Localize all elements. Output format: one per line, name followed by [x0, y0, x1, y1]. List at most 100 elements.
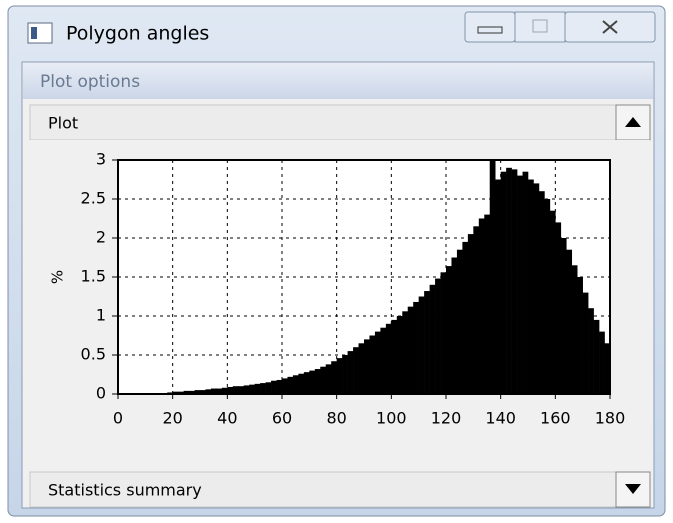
histogram-bar [353, 347, 359, 394]
histogram-bar [429, 284, 436, 394]
histogram-bar [555, 222, 562, 394]
histogram-bar [282, 378, 288, 394]
histogram-bar [560, 238, 567, 394]
section-title: Plot [48, 114, 78, 133]
histogram-bar [396, 316, 403, 394]
histogram-bar [391, 319, 398, 394]
histogram-bar [254, 383, 261, 394]
window-icon-part [31, 27, 37, 39]
histogram-bar [183, 390, 190, 394]
histogram-bar [407, 306, 414, 394]
histogram-bar [358, 343, 365, 394]
up-arrow [625, 117, 641, 127]
window-title: Polygon angles [66, 23, 209, 45]
section-title: Statistics summary [48, 481, 202, 500]
x-tick-label: 140 [485, 409, 516, 428]
histogram-bar [582, 292, 589, 394]
histogram-bar [599, 331, 605, 394]
close-icon [602, 20, 618, 34]
histogram-bar [478, 218, 485, 394]
histogram-bar [424, 291, 430, 394]
histogram-bar [571, 265, 578, 394]
histogram-bar [243, 385, 250, 394]
histogram-bar [276, 379, 283, 394]
histogram-bar [533, 183, 540, 394]
histogram-bar [342, 355, 348, 394]
histogram-bar [538, 191, 545, 394]
histogram-bar [374, 331, 381, 394]
histogram-bar [271, 380, 277, 394]
histogram-bar [500, 171, 507, 394]
histogram-bar [210, 388, 217, 394]
histogram-bar [205, 389, 212, 394]
x-tick-label: 160 [540, 409, 571, 428]
x-tick-label: 80 [326, 409, 346, 428]
histogram-bar [473, 226, 480, 394]
histogram-bar [172, 391, 179, 394]
x-tick-label: 100 [376, 409, 407, 428]
histogram-bar [309, 370, 316, 394]
histogram-bar [303, 372, 310, 394]
maximize-icon [532, 19, 548, 33]
y-tick-label: 1 [96, 306, 106, 325]
histogram-bar [380, 327, 387, 394]
minimize-icon [477, 26, 503, 34]
histogram-bar [467, 234, 474, 394]
x-tick-label: 40 [217, 409, 237, 428]
histogram-bar [249, 384, 255, 394]
histogram-bar [506, 167, 512, 394]
histogram-bar [265, 382, 272, 394]
histogram-bar [528, 179, 534, 394]
y-tick-label: 2 [96, 228, 106, 247]
y-tick-label: 3 [96, 150, 106, 169]
section-header[interactable] [29, 104, 617, 141]
histogram-bar [604, 343, 611, 394]
x-tick-label: 60 [272, 409, 292, 428]
histogram-bar [336, 358, 343, 394]
histogram-bar [194, 390, 201, 394]
histogram-bar [227, 386, 234, 394]
panel-title: Plot options [40, 72, 140, 92]
x-tick-label: 120 [431, 409, 462, 428]
down-arrow [625, 484, 641, 494]
histogram-bar [232, 386, 239, 394]
histogram-bar [462, 241, 469, 394]
histogram-bar [369, 335, 376, 394]
histogram-bar [178, 391, 184, 394]
histogram-bar [489, 160, 496, 394]
x-tick-label: 20 [162, 409, 182, 428]
histogram-bar [325, 364, 332, 394]
panel-header [23, 63, 653, 99]
y-axis-label: % [49, 270, 67, 284]
histogram-bar [364, 339, 370, 394]
histogram-bar [292, 375, 299, 394]
y-tick-label: 0.5 [81, 345, 106, 364]
histogram-bar [484, 214, 491, 394]
histogram-bar [221, 387, 228, 394]
maximize-button[interactable] [514, 11, 566, 43]
histogram-bar [593, 319, 600, 394]
histogram-bar [314, 369, 321, 394]
histogram-bar [495, 179, 501, 394]
histogram-bar [566, 249, 573, 394]
y-tick-label: 1.5 [81, 267, 106, 286]
histogram-bar [522, 171, 529, 394]
histogram-bar [238, 386, 245, 394]
histogram-bar [418, 296, 425, 394]
section-header[interactable] [29, 471, 617, 508]
histogram-bar [189, 390, 195, 394]
y-tick-label: 0 [96, 384, 106, 403]
histogram-bar [320, 366, 327, 394]
x-tick-label: 180 [595, 409, 626, 428]
histogram-bar [287, 376, 294, 394]
histogram-bar [347, 351, 354, 394]
histogram-bar [588, 308, 594, 394]
y-tick-label: 2.5 [81, 189, 106, 208]
histogram-bar [402, 311, 409, 394]
x-tick-label: 0 [113, 409, 123, 428]
plot-border [117, 159, 611, 395]
histogram-bar [549, 210, 556, 394]
histogram-bar [298, 373, 305, 394]
histogram-bar [385, 323, 392, 394]
